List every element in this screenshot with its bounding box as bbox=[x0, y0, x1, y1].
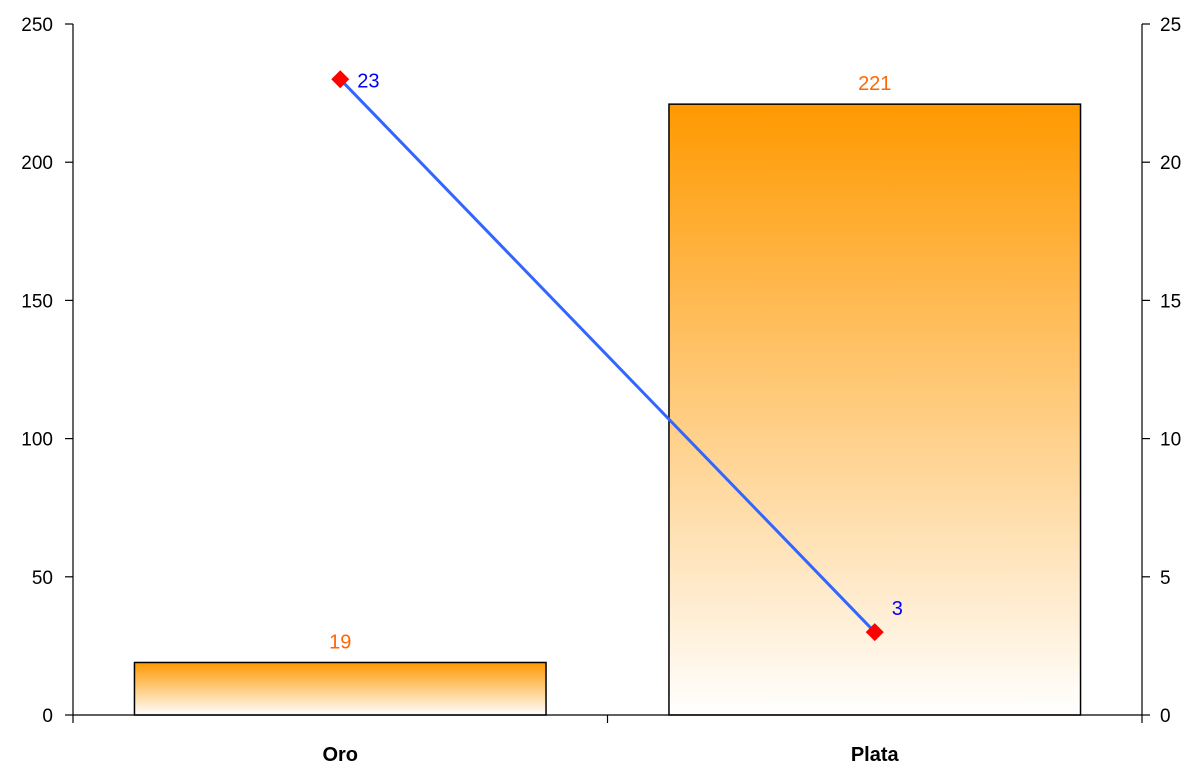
y-left-tick-label: 250 bbox=[21, 15, 53, 36]
x-tick-label-plata: Plata bbox=[851, 744, 900, 765]
bar-oro bbox=[133, 661, 547, 716]
line-series bbox=[339, 78, 876, 634]
y-left-tick-label: 0 bbox=[42, 706, 53, 727]
line-marker-oro bbox=[331, 70, 350, 89]
y-left-tick-label: 50 bbox=[32, 568, 53, 589]
y-right-tick-label: 15 bbox=[1160, 291, 1181, 312]
y-right-tick-label: 25 bbox=[1160, 15, 1181, 36]
y-right-tick-label: 0 bbox=[1160, 706, 1171, 727]
y-left-tick-label: 100 bbox=[21, 430, 53, 451]
x-tick-label-oro: Oro bbox=[322, 744, 358, 765]
y-left-tick-label: 200 bbox=[21, 153, 53, 174]
y-right-tick-label: 20 bbox=[1160, 153, 1181, 174]
y-left-tick-label: 150 bbox=[21, 291, 53, 312]
line-marker-plata bbox=[865, 623, 884, 642]
bar-label-oro: 19 bbox=[329, 631, 351, 653]
y-right-tick-label: 10 bbox=[1160, 430, 1181, 451]
bar-label-plata: 221 bbox=[858, 73, 891, 95]
bar-plata bbox=[668, 103, 1082, 716]
y-right-tick-label: 5 bbox=[1160, 568, 1171, 589]
line-label-oro: 23 bbox=[357, 70, 379, 92]
line-label-plata: 3 bbox=[892, 598, 903, 620]
